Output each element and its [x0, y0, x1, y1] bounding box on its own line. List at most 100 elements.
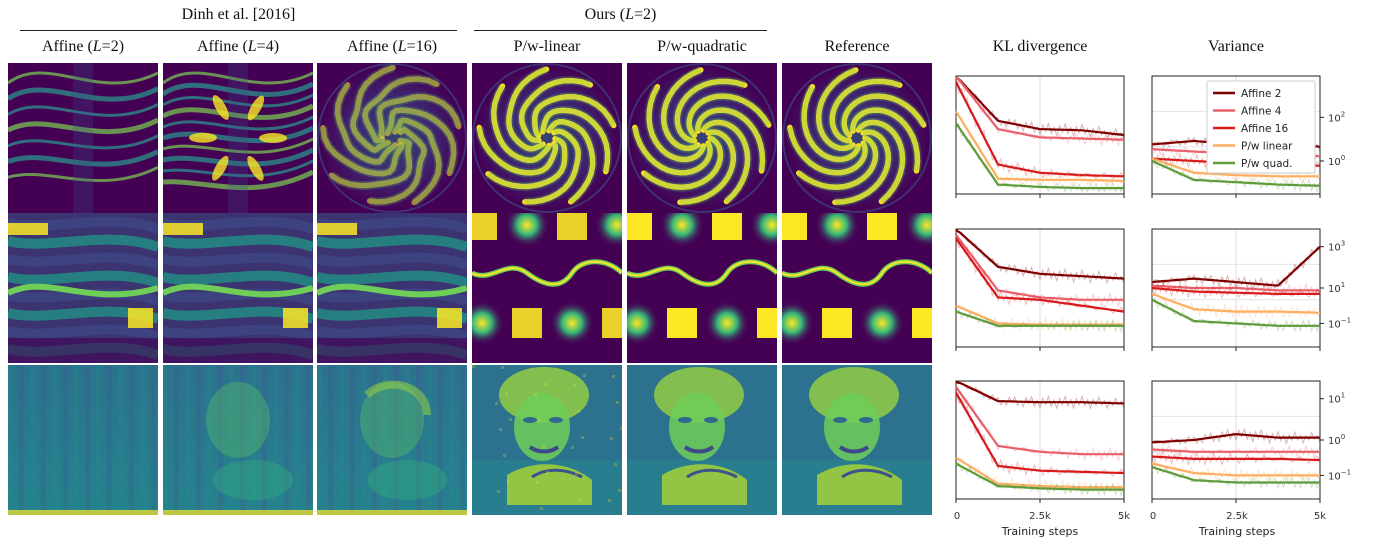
image-portrait-affine16 [317, 365, 467, 515]
image-portrait-pw-quadratic [627, 365, 777, 515]
col-header-pw-linear: P/w-linear [513, 38, 581, 55]
variance-plot-row-1: 103 101 10−1 [1151, 228, 1351, 351]
variance-ytick-label: 100 [1328, 154, 1345, 168]
variance-ytick-label: 10−1 [1328, 468, 1351, 482]
series-noise-affine-16 [955, 236, 1125, 315]
series-line-affine-2 [955, 229, 1125, 280]
col-header-affine2: Affine (L=2) [41, 38, 125, 55]
series-line-p-w-linear [1151, 157, 1320, 178]
var-xtick-1: 2.5k [1226, 511, 1248, 522]
series-line-p-w-linear [1151, 292, 1321, 314]
series-noise-affine-2 [956, 77, 1125, 140]
series-line-affine-2 [955, 76, 1125, 137]
kl-xtick-0: 0 [954, 511, 960, 522]
kl-plot-row-1 [955, 228, 1125, 351]
image-waves-pw-linear [472, 213, 622, 363]
variance-plot-row-2: 101 100 10−1 [1151, 380, 1351, 503]
image-portrait-affine2 [8, 365, 158, 515]
var-xtick-2: 5k [1314, 511, 1326, 522]
series-line-p-w-quad- [1151, 466, 1320, 484]
kl-plot-row-0 [955, 75, 1125, 198]
col-header-affine16: Affine (L=16) [346, 38, 438, 55]
series-noise-affine-2 [1151, 427, 1321, 446]
plot-title-variance: Variance [1208, 38, 1264, 55]
group-header-ours: Ours (L=2) [584, 6, 657, 23]
series-line-affine-2 [955, 381, 1125, 405]
series-line-affine-4 [955, 76, 1125, 141]
series-line-affine-16 [955, 237, 1125, 313]
var-xtick-0: 0 [1150, 511, 1156, 522]
image-spiral-affine2 [8, 63, 158, 213]
kl-xlabel: Training steps [1001, 525, 1079, 538]
image-spiral-affine16 [317, 63, 467, 213]
variance-ytick-label: 10−1 [1328, 316, 1351, 330]
group-rule-ours [474, 30, 767, 31]
kl-xtick-1: 2.5k [1029, 511, 1051, 522]
variance-ytick-label: 101 [1328, 392, 1345, 406]
kl-plot-row-2 [955, 380, 1125, 503]
series-line-p-w-quad- [955, 310, 1124, 327]
image-waves-affine4 [163, 213, 313, 363]
group-header-dinh: Dinh et al. [2016] [181, 6, 296, 23]
image-waves-affine2 [8, 213, 158, 363]
image-spiral-pw-quadratic [627, 63, 777, 213]
plot-title-kl: KL divergence [992, 38, 1088, 55]
legend-label: P/w linear [1241, 141, 1293, 153]
variance-ytick-label: 100 [1328, 433, 1345, 447]
image-spiral-pw-linear [472, 63, 622, 213]
legend-label: Affine 4 [1241, 106, 1282, 118]
series-line-affine-4 [955, 386, 1124, 456]
image-portrait-reference [782, 365, 932, 515]
series-noise-p-w-quad- [955, 308, 1125, 333]
col-header-pw-quadratic: P/w-quadratic [657, 38, 747, 55]
series-line-p-w-linear [1151, 462, 1320, 477]
series-line-p-w-linear [955, 456, 1124, 489]
series-line-affine-4 [1151, 284, 1320, 292]
series-line-p-w-linear [955, 304, 1124, 326]
legend-label: Affine 2 [1241, 88, 1281, 100]
image-portrait-affine4 [163, 365, 313, 515]
series-noise-affine-16 [955, 79, 1125, 181]
image-spiral-reference [782, 63, 932, 213]
image-waves-reference [782, 213, 932, 363]
kl-xtick-2: 5k [1118, 511, 1130, 522]
variance-plot-row-0: 102 100 Affine 2 Affine 4 Affine 16 P/w linea… [1151, 75, 1345, 198]
series-line-p-w-quad- [1151, 298, 1320, 327]
series-line-p-w-quad- [955, 122, 1124, 190]
image-portrait-pw-linear [472, 365, 622, 515]
legend-box [1206, 80, 1316, 174]
image-waves-affine16 [317, 213, 467, 363]
series-noise-affine-2 [956, 230, 1125, 285]
col-header-affine4: Affine (L=4) [196, 38, 280, 55]
series-line-p-w-quad- [1151, 159, 1321, 187]
variance-ytick-label: 101 [1328, 281, 1345, 295]
series-line-affine-16 [955, 81, 1125, 178]
series-line-p-w-linear [955, 110, 1125, 183]
series-line-affine-2 [1151, 245, 1321, 287]
series-line-affine-2 [1151, 432, 1320, 444]
variance-ytick-label: 103 [1328, 240, 1345, 254]
legend-label: P/w quad. [1241, 158, 1293, 170]
x-axis-labels: 0 2.5k 5k Training steps 0 2.5k 5k Train… [954, 511, 1326, 538]
series-line-affine-4 [1151, 448, 1320, 453]
group-rule-dinh [20, 30, 457, 31]
series-line-affine-16 [1151, 455, 1321, 462]
series-noise-affine-16 [955, 390, 1125, 477]
series-line-p-w-quad- [955, 462, 1124, 491]
image-spiral-affine4 [163, 63, 313, 213]
series-noise-p-w-quad- [1151, 297, 1321, 333]
image-waves-pw-quadratic [627, 213, 777, 363]
legend: Affine 2 Affine 4 Affine 16 P/w linear P/w q… [1206, 80, 1316, 174]
series-noise-p-w-quad- [955, 123, 1125, 193]
series-noise-p-w-quad- [1151, 463, 1321, 490]
legend-label: Affine 16 [1241, 123, 1288, 135]
series-line-affine-4 [955, 234, 1124, 301]
series-noise-affine-2 [956, 382, 1125, 410]
series-noise-affine-16 [1151, 281, 1321, 300]
series-line-affine-16 [1151, 286, 1320, 295]
series-noise-p-w-quad- [1151, 158, 1321, 193]
series-noise-affine-16 [1151, 449, 1321, 467]
col-header-reference: Reference [824, 38, 890, 55]
series-noise-p-w-quad- [955, 461, 1125, 497]
series-line-affine-16 [955, 392, 1125, 475]
